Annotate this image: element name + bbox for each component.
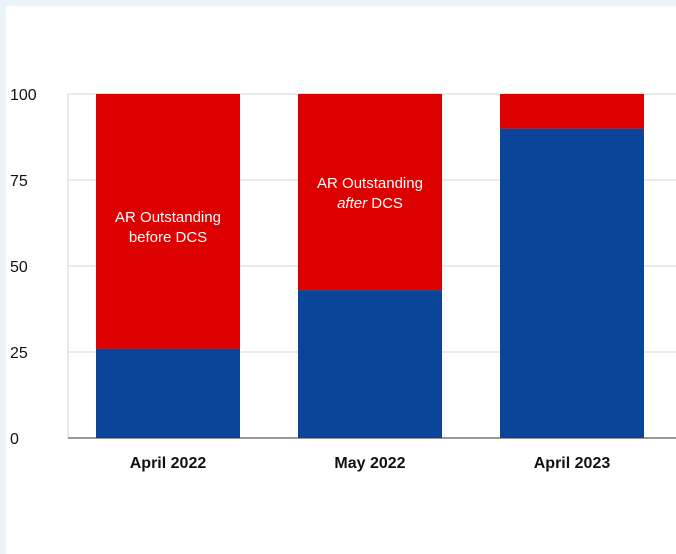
y-tick-label-100: 100 [10,87,37,104]
y-tick-label-75: 75 [10,173,28,190]
x-label-2: April 2023 [534,455,611,472]
x-label-1: May 2022 [334,455,405,472]
annotations: AR Outstanding before DCS AR Outstanding af… [115,175,423,246]
bars [96,94,644,438]
x-category-labels: April 2022 May 2022 April 2023 [130,455,611,472]
y-tick-label-50: 50 [10,259,28,276]
bar-1-segment-0 [298,290,442,438]
bar-0-segment-1 [96,94,240,349]
y-tick-label-25: 25 [10,345,28,362]
y-tick-label-0: 0 [10,431,19,448]
x-label-0: April 2022 [130,455,207,472]
chart-card: 0 25 50 75 100 April 2022 May 2022 April 2023 … [6,6,676,554]
bar-2-segment-0 [500,128,644,438]
annotation-0: AR Outstanding before DCS [115,209,221,246]
bar-1-segment-1 [298,94,442,291]
y-tick-labels: 0 25 50 75 100 [10,87,37,448]
bar-2-segment-1 [500,94,644,129]
annotation-1: AR Outstanding after DCS [317,175,423,212]
bar-0-segment-0 [96,348,240,438]
